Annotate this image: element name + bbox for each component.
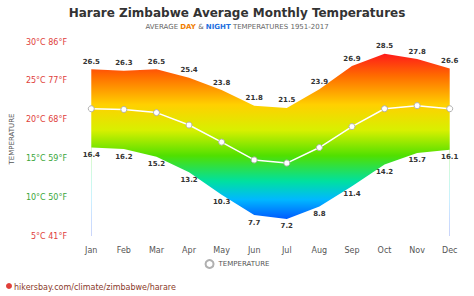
svg-text:hikersbay.com/climate/zimbabwe: hikersbay.com/climate/zimbabwe/harare [14, 283, 176, 292]
svg-text:26.5: 26.5 [83, 58, 100, 66]
svg-text:11.4: 11.4 [343, 190, 360, 198]
svg-text:TEMPERATURE: TEMPERATURE [8, 114, 16, 166]
svg-text:21.8: 21.8 [246, 94, 263, 102]
svg-text:NIGHT: NIGHT [206, 23, 231, 31]
svg-text:7.2: 7.2 [281, 222, 294, 230]
svg-text:10.3: 10.3 [213, 198, 230, 206]
svg-text:TEMPERATURES 1951-2017: TEMPERATURES 1951-2017 [231, 23, 329, 31]
svg-text:Aug: Aug [312, 246, 328, 255]
svg-text:Jan: Jan [84, 246, 97, 255]
svg-text:Jun: Jun [247, 246, 261, 255]
svg-text:AVERAGE: AVERAGE [145, 23, 180, 31]
svg-text:Jul: Jul [281, 246, 292, 255]
svg-text:8.8: 8.8 [313, 210, 326, 218]
svg-text:30°C 86°F: 30°C 86°F [26, 38, 67, 47]
svg-text:7.7: 7.7 [248, 219, 261, 227]
svg-text:Nov: Nov [409, 246, 425, 255]
svg-text:16.1: 16.1 [441, 153, 458, 161]
svg-text:13.2: 13.2 [180, 176, 197, 184]
svg-text:26.9: 26.9 [343, 55, 360, 63]
svg-text:26.3: 26.3 [115, 59, 132, 67]
svg-text:15°C 59°F: 15°C 59°F [26, 154, 67, 163]
svg-text:Apr: Apr [182, 246, 197, 255]
svg-text:16.4: 16.4 [83, 151, 100, 159]
svg-text:10°C 50°F: 10°C 50°F [26, 193, 67, 202]
svg-text:&: & [196, 23, 206, 31]
svg-text:26.6: 26.6 [441, 57, 458, 65]
svg-text:May: May [213, 246, 230, 255]
svg-text:26.5: 26.5 [148, 58, 165, 66]
svg-text:28.5: 28.5 [376, 42, 393, 50]
svg-text:15.7: 15.7 [408, 156, 425, 164]
svg-text:DAY: DAY [180, 23, 197, 31]
svg-text:21.5: 21.5 [278, 96, 295, 104]
svg-text:TEMPERATURE: TEMPERATURE [218, 260, 270, 268]
svg-text:16.2: 16.2 [115, 153, 132, 161]
svg-text:23.9: 23.9 [311, 78, 328, 86]
svg-text:Dec: Dec [442, 246, 457, 255]
svg-text:Sep: Sep [344, 246, 359, 255]
svg-text:Harare Zimbabwe Average Monthl: Harare Zimbabwe Average Monthly Temperat… [69, 6, 406, 20]
svg-text:27.8: 27.8 [408, 48, 425, 56]
svg-text:Feb: Feb [117, 246, 131, 255]
svg-text:Mar: Mar [149, 246, 165, 255]
svg-text:25.4: 25.4 [180, 66, 197, 74]
svg-text:5°C 41°F: 5°C 41°F [31, 232, 67, 241]
svg-text:25°C 77°F: 25°C 77°F [26, 76, 67, 85]
svg-text:Oct: Oct [378, 246, 392, 255]
svg-text:14.2: 14.2 [376, 168, 393, 176]
svg-text:23.8: 23.8 [213, 79, 230, 87]
svg-text:15.2: 15.2 [148, 160, 165, 168]
svg-text:20°C 68°F: 20°C 68°F [26, 115, 67, 124]
